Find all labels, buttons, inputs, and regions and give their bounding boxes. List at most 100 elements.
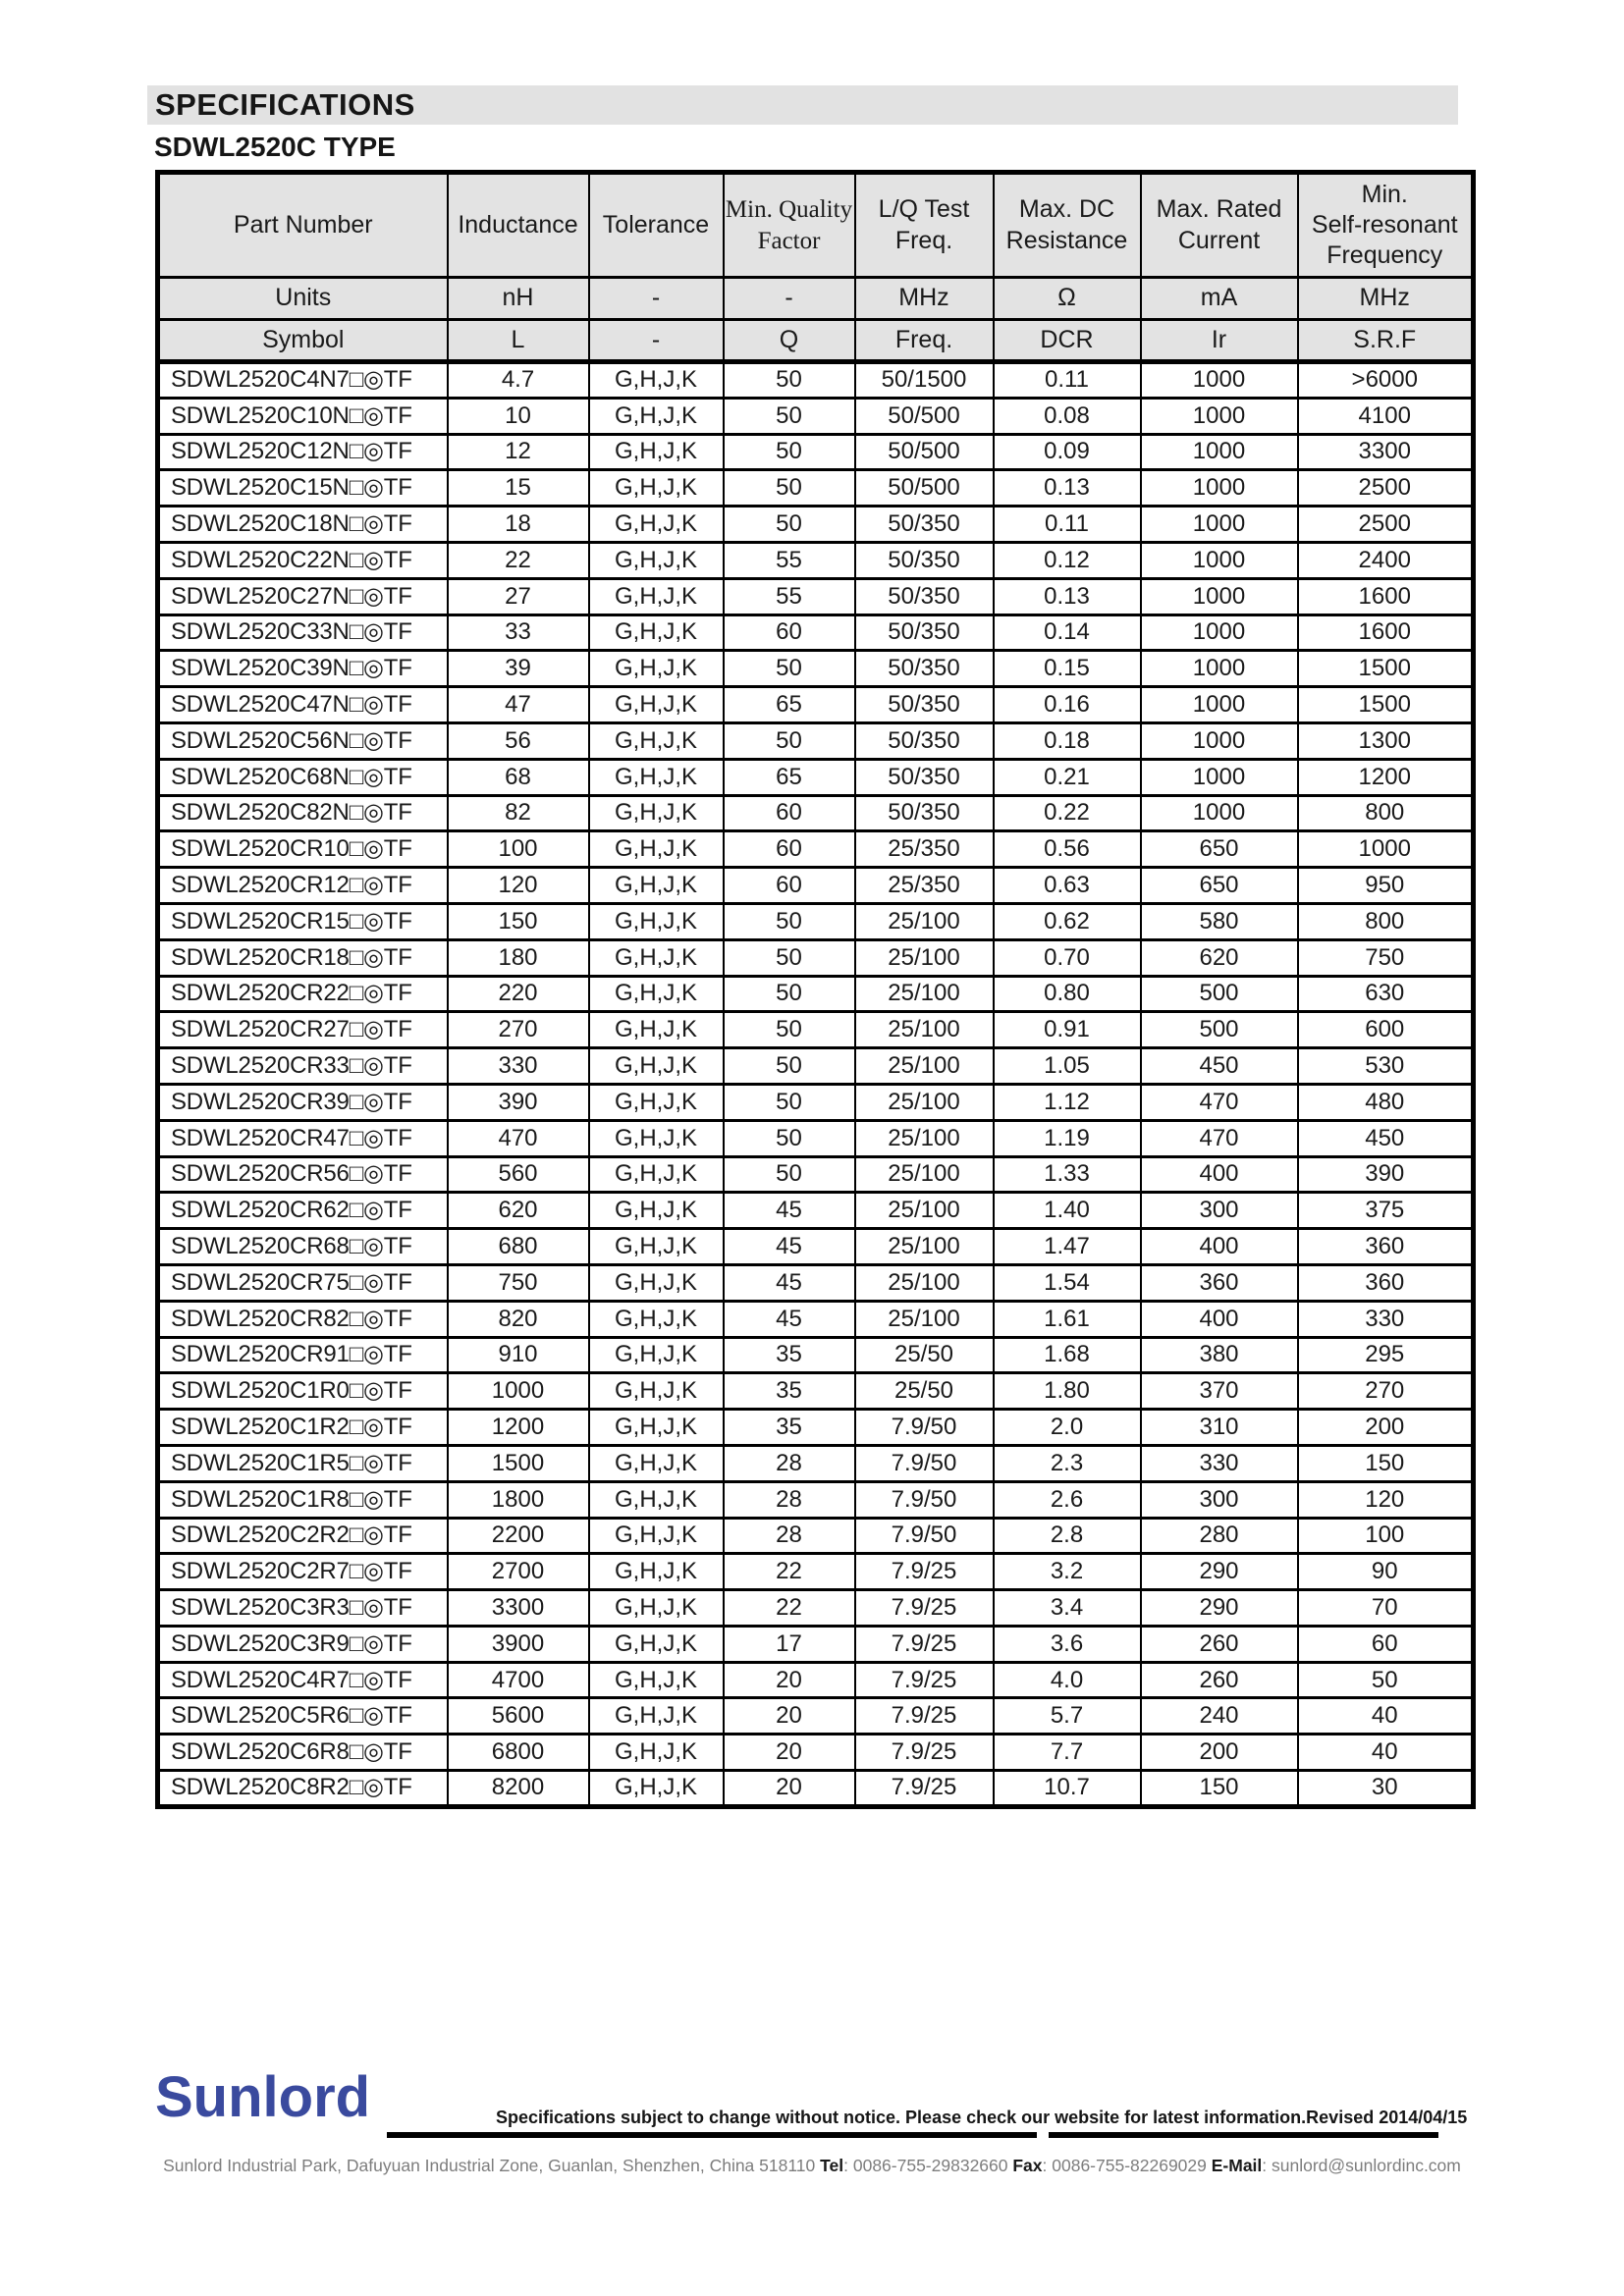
data-cell: 50/350 bbox=[853, 505, 995, 544]
sym-row: Symbol L - Q Freq. DCR Ir S.R.F bbox=[156, 318, 1475, 364]
data-cell: 500 bbox=[1139, 974, 1299, 1013]
part-number-cell: SDWL2520CR10□◎TF bbox=[156, 829, 449, 869]
data-cell: 100 bbox=[1296, 1516, 1475, 1555]
data-cell: G,H,J,K bbox=[587, 1588, 725, 1628]
data-cell: 6800 bbox=[446, 1733, 590, 1772]
data-cell: 45 bbox=[722, 1191, 856, 1230]
part-number-cell: SDWL2520CR91□◎TF bbox=[156, 1335, 449, 1374]
data-cell: 400 bbox=[1139, 1299, 1299, 1339]
data-cell: G,H,J,K bbox=[587, 1335, 725, 1374]
data-cell: 40 bbox=[1296, 1733, 1475, 1772]
footer-notice-line: Specifications subject to change without… bbox=[496, 2108, 1467, 2128]
table-row: SDWL2520C12N□◎TF 12 G,H,J,K 50 50/500 0.09 100… bbox=[156, 432, 1475, 471]
data-cell: G,H,J,K bbox=[587, 685, 725, 724]
data-cell: G,H,J,K bbox=[587, 540, 725, 580]
data-cell: 20 bbox=[722, 1769, 856, 1808]
data-cell: 35 bbox=[722, 1335, 856, 1374]
data-cell: 50 bbox=[722, 360, 856, 400]
part-number-cell: SDWL2520C5R6□◎TF bbox=[156, 1696, 449, 1735]
table-head: Part Number Inductance Tolerance Min. Quali… bbox=[156, 171, 1475, 364]
units-cell-6: mA bbox=[1139, 276, 1299, 321]
table-row: SDWL2520C8R2□◎TF 8200 G,H,J,K 20 7.9/25 10.7 1… bbox=[156, 1769, 1475, 1808]
data-cell: 1.33 bbox=[992, 1154, 1142, 1194]
part-number-cell: SDWL2520CR68□◎TF bbox=[156, 1227, 449, 1266]
data-cell: 7.9/25 bbox=[853, 1552, 995, 1591]
data-cell: 1.68 bbox=[992, 1335, 1142, 1374]
column-header-7: Min. Self-resonant Frequency bbox=[1296, 171, 1475, 279]
data-cell: 360 bbox=[1296, 1227, 1475, 1266]
data-cell: 3900 bbox=[446, 1624, 590, 1664]
data-cell: 120 bbox=[446, 866, 590, 905]
symbol-cell-7: S.R.F bbox=[1296, 318, 1475, 364]
data-cell: 35 bbox=[722, 1371, 856, 1411]
part-number-cell: SDWL2520C4N7□◎TF bbox=[156, 360, 449, 400]
data-cell: 2.3 bbox=[992, 1443, 1142, 1483]
data-cell: 1600 bbox=[1296, 576, 1475, 616]
data-cell: 0.70 bbox=[992, 937, 1142, 978]
data-cell: 7.9/50 bbox=[853, 1408, 995, 1447]
data-cell: G,H,J,K bbox=[587, 793, 725, 832]
data-cell: G,H,J,K bbox=[587, 1371, 725, 1411]
data-cell: G,H,J,K bbox=[587, 576, 725, 616]
data-cell: 25/100 bbox=[853, 1118, 995, 1158]
table-row: SDWL2520C3R3□◎TF 3300 G,H,J,K 22 7.9/25 3.4 29… bbox=[156, 1588, 1475, 1628]
data-cell: G,H,J,K bbox=[587, 1262, 725, 1303]
data-cell: 150 bbox=[1296, 1443, 1475, 1483]
data-cell: 150 bbox=[1139, 1769, 1299, 1808]
units-cell-4: MHz bbox=[853, 276, 995, 321]
data-cell: G,H,J,K bbox=[587, 1299, 725, 1339]
table-row: SDWL2520CR10□◎TF 100 G,H,J,K 60 25/350 0.56 65… bbox=[156, 829, 1475, 869]
data-cell: 50/500 bbox=[853, 432, 995, 471]
data-cell: 25/100 bbox=[853, 937, 995, 978]
data-cell: 1.47 bbox=[992, 1227, 1142, 1266]
data-cell: 25/100 bbox=[853, 1154, 995, 1194]
table-row: SDWL2520CR12□◎TF 120 G,H,J,K 60 25/350 0.63 65… bbox=[156, 866, 1475, 905]
data-cell: 3.2 bbox=[992, 1552, 1142, 1591]
table-row: SDWL2520C4R7□◎TF 4700 G,H,J,K 20 7.9/25 4.0 26… bbox=[156, 1660, 1475, 1699]
data-cell: 45 bbox=[722, 1227, 856, 1266]
part-number-cell: SDWL2520CR47□◎TF bbox=[156, 1118, 449, 1158]
data-cell: 180 bbox=[446, 937, 590, 978]
data-cell: 2400 bbox=[1296, 540, 1475, 580]
data-cell: G,H,J,K bbox=[587, 866, 725, 905]
data-cell: 22 bbox=[722, 1552, 856, 1591]
data-cell: 60 bbox=[722, 866, 856, 905]
data-cell: 50 bbox=[722, 721, 856, 761]
part-number-cell: SDWL2520CR22□◎TF bbox=[156, 974, 449, 1013]
data-cell: 2200 bbox=[446, 1516, 590, 1555]
address-text: : 0086-755-82269029 bbox=[1042, 2156, 1212, 2175]
data-cell: 50/350 bbox=[853, 613, 995, 652]
column-header-3: Min. Quality Factor bbox=[722, 171, 856, 279]
data-cell: 50/350 bbox=[853, 721, 995, 761]
address-text: : 0086-755-29832660 bbox=[843, 2156, 1013, 2175]
units-cell-2: - bbox=[587, 276, 725, 321]
data-cell: 370 bbox=[1139, 1371, 1299, 1411]
column-header-1: Inductance bbox=[446, 171, 590, 279]
data-cell: 35 bbox=[722, 1408, 856, 1447]
table-row: SDWL2520C68N□◎TF 68 G,H,J,K 65 50/350 0.21 100… bbox=[156, 757, 1475, 797]
data-cell: 1000 bbox=[1139, 360, 1299, 400]
data-cell: 65 bbox=[722, 757, 856, 797]
symbol-cell-3: Q bbox=[722, 318, 856, 364]
data-cell: 40 bbox=[1296, 1696, 1475, 1735]
data-cell: 1.19 bbox=[992, 1118, 1142, 1158]
table-row: SDWL2520CR62□◎TF 620 G,H,J,K 45 25/100 1.40 30… bbox=[156, 1191, 1475, 1230]
data-cell: 1000 bbox=[1139, 396, 1299, 436]
data-cell: G,H,J,K bbox=[587, 505, 725, 544]
data-cell: 28 bbox=[722, 1479, 856, 1519]
data-cell: 1.12 bbox=[992, 1082, 1142, 1122]
data-cell: 200 bbox=[1296, 1408, 1475, 1447]
data-cell: 1500 bbox=[446, 1443, 590, 1483]
data-cell: G,H,J,K bbox=[587, 1660, 725, 1699]
data-cell: 50/350 bbox=[853, 757, 995, 797]
table-row: SDWL2520C5R6□◎TF 5600 G,H,J,K 20 7.9/25 5.7 24… bbox=[156, 1696, 1475, 1735]
data-cell: 1.54 bbox=[992, 1262, 1142, 1303]
data-cell: 0.11 bbox=[992, 505, 1142, 544]
table-row: SDWL2520C22N□◎TF 22 G,H,J,K 55 50/350 0.12 100… bbox=[156, 540, 1475, 580]
data-cell: 2500 bbox=[1296, 505, 1475, 544]
data-cell: 2.8 bbox=[992, 1516, 1142, 1555]
data-cell: 82 bbox=[446, 793, 590, 832]
data-cell: G,H,J,K bbox=[587, 468, 725, 507]
sunlord-logo: Sunlord bbox=[155, 2065, 371, 2129]
data-cell: 7.9/25 bbox=[853, 1660, 995, 1699]
